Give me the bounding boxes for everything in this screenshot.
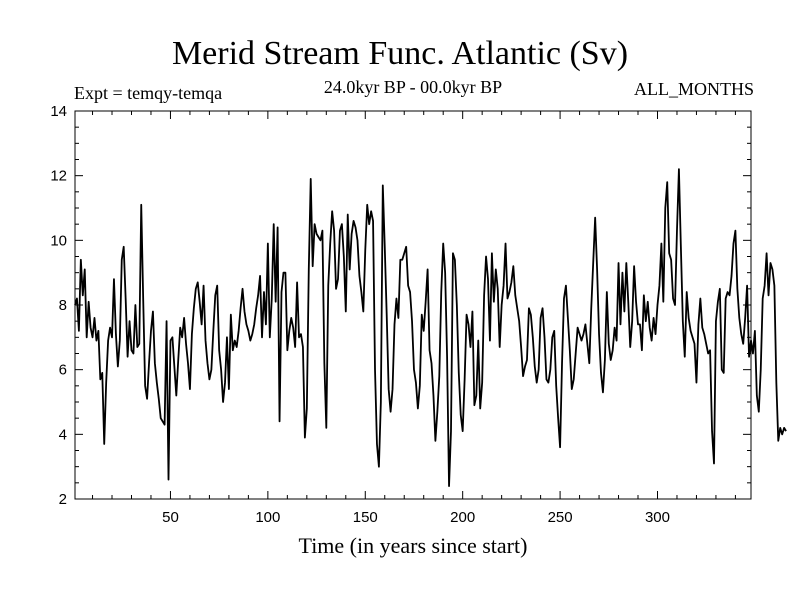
y-tick-label: 12 — [50, 168, 67, 185]
y-tick-label: 10 — [50, 232, 67, 249]
time-range-label: 24.0kyr BP - 00.0kyr BP — [323, 77, 503, 97]
x-tick-label: 50 — [162, 509, 179, 526]
x-tick-label: 150 — [353, 509, 378, 526]
months-label: ALL_MONTHS — [634, 79, 754, 99]
y-tick-label: 8 — [59, 297, 67, 314]
x-tick-label: 200 — [450, 509, 475, 526]
y-tick-label: 6 — [59, 362, 67, 379]
plot-frame — [74, 110, 752, 500]
y-tick-label: 2 — [59, 491, 67, 508]
series-line — [74, 168, 787, 487]
chart-title: Merid Stream Func. Atlantic (Sv) — [171, 35, 629, 72]
y-tick-label: 14 — [50, 103, 67, 120]
x-tick-label: 300 — [645, 509, 670, 526]
experiment-label: Expt = temqy-temqa — [74, 83, 223, 103]
x-tick-label: 250 — [548, 509, 573, 526]
x-axis-label: Time (in years since start) — [298, 533, 528, 558]
y-tick-label: 4 — [59, 426, 67, 443]
x-tick-label: 100 — [255, 509, 280, 526]
